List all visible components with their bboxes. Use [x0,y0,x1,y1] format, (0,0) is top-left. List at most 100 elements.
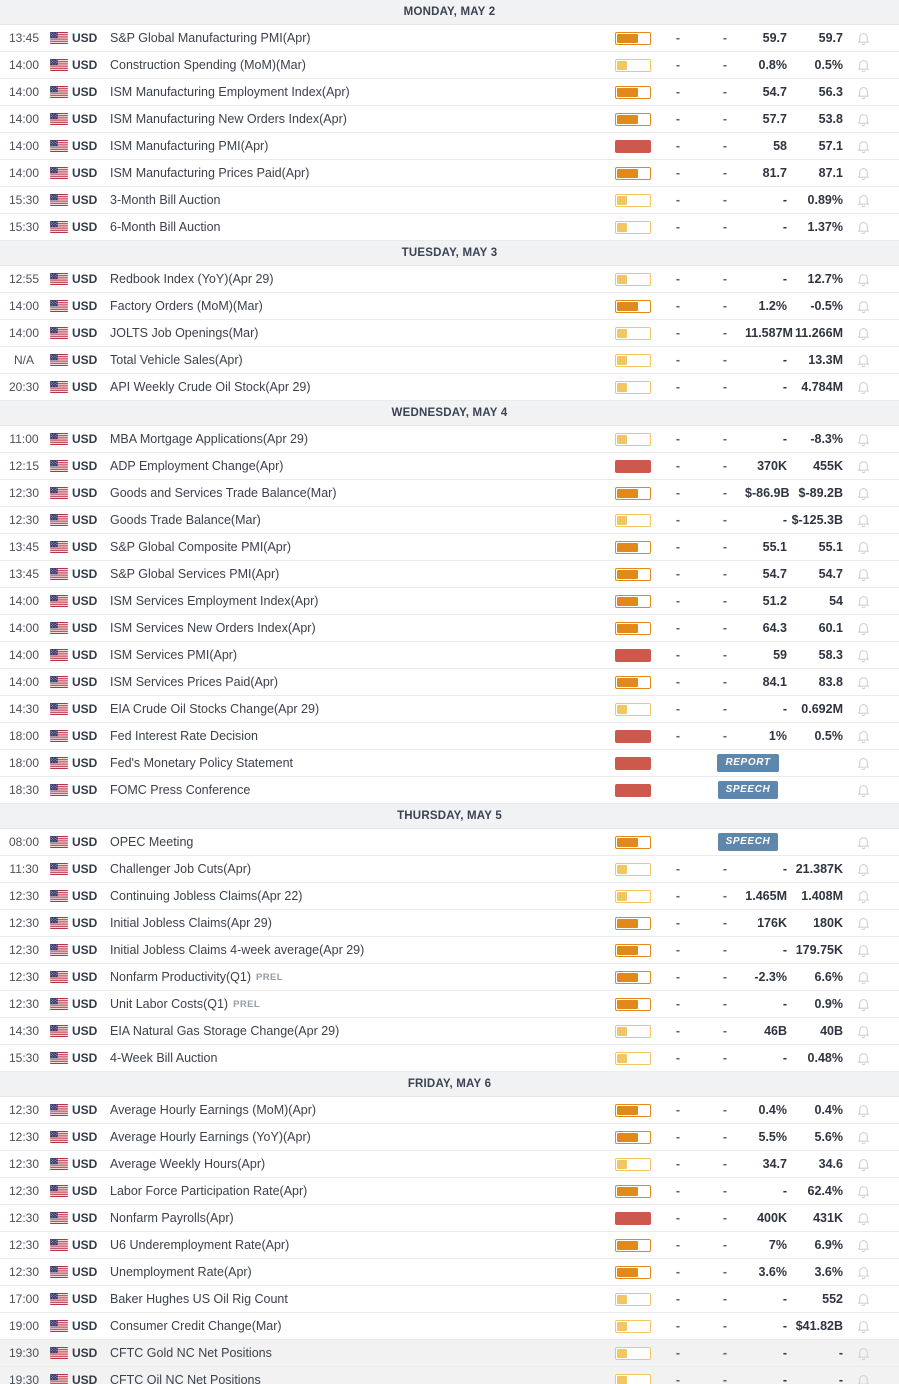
bell-icon[interactable] [845,220,881,235]
event-row[interactable]: 14:00 USD ISM Manufacturing PMI(Apr) - - 58 57… [0,133,899,160]
bell-icon[interactable] [845,1103,881,1118]
event-row[interactable]: 14:00 USD Construction Spending (MoM)(Mar)… [0,52,899,79]
bell-icon[interactable] [845,1211,881,1226]
bell-icon[interactable] [845,112,881,127]
event-row[interactable]: 12:30 USD Initial Jobless Claims(Apr 29) - -… [0,910,899,937]
event-row[interactable]: 18:00 USD Fed Interest Rate Decision - - 1% 0.… [0,723,899,750]
event-row[interactable]: 14:00 USD ISM Services PMI(Apr) - - 59 58.3 [0,642,899,669]
actual-value: - [675,139,681,153]
event-row[interactable]: 12:30 USD Continuing Jobless Claims(Apr 22… [0,883,899,910]
event-row[interactable]: 18:30 USD FOMC Press Conference SPEECH [0,777,899,804]
bell-icon[interactable] [845,432,881,447]
event-row[interactable]: 12:30 USD Nonfarm Productivity(Q1) PREL - - -2… [0,964,899,991]
event-row[interactable]: 12:30 USD Unemployment Rate(Apr) - - 3.6% 3.6% [0,1259,899,1286]
event-row[interactable]: 19:30 USD CFTC Oil NC Net Positions - - - - [0,1367,899,1384]
event-row[interactable]: 12:30 USD U6 Underemployment Rate(Apr) - - 7%… [0,1232,899,1259]
event-row[interactable]: 14:00 USD ISM Services Prices Paid(Apr) - - 8… [0,669,899,696]
event-row[interactable]: 19:30 USD CFTC Gold NC Net Positions - - - - [0,1340,899,1367]
event-row[interactable]: 15:30 USD 4-Week Bill Auction - - - 0.48% [0,1045,899,1072]
bell-icon[interactable] [845,1024,881,1039]
event-row[interactable]: 12:30 USD Average Weekly Hours(Apr) - - 34.7 3… [0,1151,899,1178]
bell-icon[interactable] [845,648,881,663]
event-row[interactable]: 12:15 USD ADP Employment Change(Apr) - - 370K… [0,453,899,480]
bell-icon[interactable] [845,272,881,287]
bell-icon[interactable] [845,1238,881,1253]
event-row[interactable]: 11:00 USD MBA Mortgage Applications(Apr 29… [0,426,899,453]
event-row[interactable]: 15:30 USD 6-Month Bill Auction - - - 1.37% [0,214,899,241]
bell-icon[interactable] [845,889,881,904]
event-row[interactable]: 17:00 USD Baker Hughes US Oil Rig Count - - -… [0,1286,899,1313]
bell-icon[interactable] [845,862,881,877]
event-row[interactable]: 11:30 USD Challenger Job Cuts(Apr) - - -21.38… [0,856,899,883]
event-row[interactable]: 12:30 USD Initial Jobless Claims 4-week av… [0,937,899,964]
bell-icon[interactable] [845,729,881,744]
event-row[interactable]: 14:30 USD EIA Natural Gas Storage Change(A… [0,1018,899,1045]
event-row[interactable]: 14:00 USD ISM Services New Orders Index(Ap… [0,615,899,642]
bell-icon[interactable] [845,567,881,582]
bell-icon[interactable] [845,1130,881,1145]
bell-icon[interactable] [845,326,881,341]
event-row[interactable]: 19:00 USD Consumer Credit Change(Mar) - - - $4… [0,1313,899,1340]
bell-icon[interactable] [845,139,881,154]
volatility-cell [615,513,651,527]
bell-icon[interactable] [845,353,881,368]
event-row[interactable]: 13:45 USD S&P Global Services PMI(Apr) - - 54… [0,561,899,588]
bell-icon[interactable] [845,675,881,690]
event-row[interactable]: 12:30 USD Goods and Services Trade Balance… [0,480,899,507]
bell-icon[interactable] [845,970,881,985]
bell-icon[interactable] [845,166,881,181]
event-row[interactable]: 18:00 USD Fed's Monetary Policy Statement R… [0,750,899,777]
previous-value: 54 [829,594,843,608]
bell-icon[interactable] [845,58,881,73]
event-row[interactable]: 14:00 USD ISM Manufacturing New Orders Ind… [0,106,899,133]
bell-icon[interactable] [845,193,881,208]
bell-icon[interactable] [845,997,881,1012]
bell-icon[interactable] [845,540,881,555]
bell-icon[interactable] [845,1265,881,1280]
event-row[interactable]: 13:45 USD S&P Global Composite PMI(Apr) - - 5… [0,534,899,561]
bell-icon[interactable] [845,756,881,771]
bell-icon[interactable] [845,621,881,636]
bell-icon[interactable] [845,31,881,46]
event-row[interactable]: 12:30 USD Average Hourly Earnings (YoY)(Ap… [0,1124,899,1151]
event-row[interactable]: 13:45 USD S&P Global Manufacturing PMI(Apr… [0,25,899,52]
event-row[interactable]: 14:30 USD EIA Crude Oil Stocks Change(Apr … [0,696,899,723]
bell-icon[interactable] [845,85,881,100]
bell-icon[interactable] [845,1157,881,1172]
bell-icon[interactable] [845,513,881,528]
event-row[interactable]: N/A USD Total Vehicle Sales(Apr) - - - 13.3M [0,347,899,374]
bell-icon[interactable] [845,380,881,395]
event-row[interactable]: 12:30 USD Labor Force Participation Rate(A… [0,1178,899,1205]
bell-icon[interactable] [845,299,881,314]
bell-icon[interactable] [845,1319,881,1334]
previous-value: 55.1 [818,540,843,554]
event-row[interactable]: 12:30 USD Average Hourly Earnings (MoM)(Ap… [0,1097,899,1124]
bell-icon[interactable] [845,594,881,609]
event-row[interactable]: 12:30 USD Goods Trade Balance(Mar) - - - $-125… [0,507,899,534]
bell-icon[interactable] [845,943,881,958]
event-row[interactable]: 12:55 USD Redbook Index (YoY)(Apr 29) - - - 12… [0,266,899,293]
event-row[interactable]: 15:30 USD 3-Month Bill Auction - - - 0.89% [0,187,899,214]
event-row[interactable]: 08:00 USD OPEC Meeting SPEECH [0,829,899,856]
event-row[interactable]: 14:00 USD ISM Manufacturing Prices Paid(Ap… [0,160,899,187]
bell-icon[interactable] [845,916,881,931]
bell-icon[interactable] [845,1373,881,1384]
bell-icon[interactable] [845,459,881,474]
consensus-value: 1.465M [745,889,787,903]
bell-icon[interactable] [845,835,881,850]
event-row[interactable]: 14:00 USD Factory Orders (MoM)(Mar) - - 1.2% -… [0,293,899,320]
event-row[interactable]: 12:30 USD Unit Labor Costs(Q1) PREL - - - 0.9% [0,991,899,1018]
deviation-value: - [722,31,728,45]
event-row[interactable]: 20:30 USD API Weekly Crude Oil Stock(Apr 2… [0,374,899,401]
bell-icon[interactable] [845,1051,881,1066]
event-row[interactable]: 14:00 USD ISM Services Employment Index(Ap… [0,588,899,615]
bell-icon[interactable] [845,1292,881,1307]
event-row[interactable]: 14:00 USD JOLTS Job Openings(Mar) - - 11.587M… [0,320,899,347]
bell-icon[interactable] [845,486,881,501]
event-row[interactable]: 14:00 USD ISM Manufacturing Employment Ind… [0,79,899,106]
event-row[interactable]: 12:30 USD Nonfarm Payrolls(Apr) - - 400K 431K [0,1205,899,1232]
bell-icon[interactable] [845,702,881,717]
bell-icon[interactable] [845,1346,881,1361]
bell-icon[interactable] [845,783,881,798]
bell-icon[interactable] [845,1184,881,1199]
